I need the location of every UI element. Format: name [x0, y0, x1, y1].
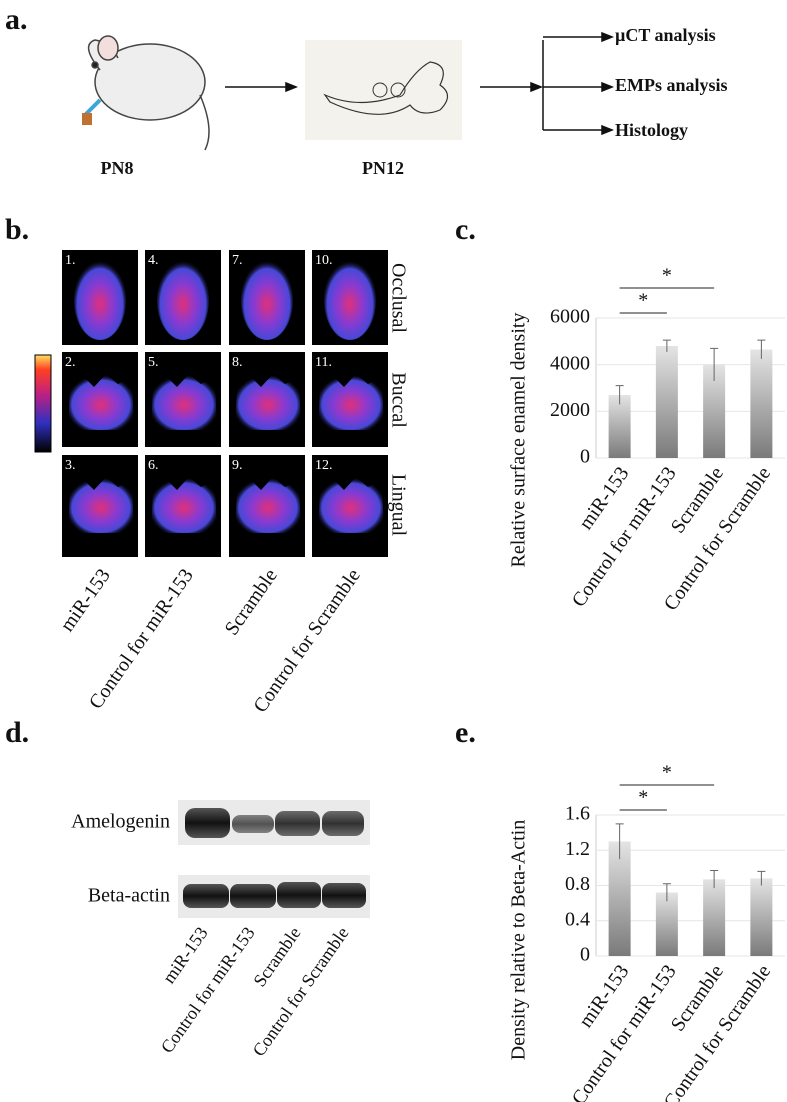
error-bar [615, 823, 624, 860]
stage-label: PN12 [362, 158, 404, 178]
tooth-scan [235, 374, 301, 430]
error-bar [757, 339, 766, 359]
y-tick-label: 6000 [550, 306, 590, 328]
panel-label: d. [5, 716, 29, 749]
image-number: 3. [65, 458, 76, 473]
bar [703, 364, 726, 458]
image-number: 10. [315, 253, 333, 268]
bar [608, 841, 631, 956]
tooth-sketch [305, 40, 462, 140]
tooth-scan [151, 374, 217, 430]
tooth-scan [318, 374, 384, 430]
image-number: 7. [232, 253, 243, 268]
protein-label: Beta-actin [88, 885, 170, 907]
panel-label: c. [455, 213, 476, 246]
analysis-label: Histology [615, 120, 688, 140]
tooth-scan [324, 260, 376, 340]
image-number: 11. [315, 355, 332, 370]
bar [750, 878, 773, 956]
arrow [225, 31, 615, 136]
error-bar [615, 385, 624, 405]
mouse-drawing [82, 35, 210, 151]
color-scale [34, 354, 52, 453]
error-bar [662, 883, 671, 902]
image-number: 4. [148, 253, 159, 268]
bar [703, 879, 726, 956]
analysis-label: EMPs analysis [615, 75, 728, 95]
view-label: Buccal [387, 372, 409, 428]
bar [608, 395, 631, 458]
y-tick-label: 2000 [550, 399, 590, 421]
y-tick-label: 0 [580, 446, 590, 468]
bar [655, 892, 678, 956]
image-number: 2. [65, 355, 76, 370]
y-tick-label: 1.6 [565, 803, 590, 825]
group-label: Scramble [221, 565, 282, 640]
image-number: 12. [315, 458, 333, 473]
panel-label: e. [455, 716, 476, 749]
tooth-scan [241, 260, 293, 340]
tooth-scan [74, 260, 126, 340]
lane-label: Control for miR-153 [157, 923, 259, 1057]
view-label: Occlusal [387, 263, 409, 333]
tooth-scan [318, 477, 384, 533]
significance-label: * [662, 265, 672, 287]
image-number: 8. [232, 355, 243, 370]
stage-label: PN8 [101, 158, 134, 178]
y-tick-label: 0.4 [565, 908, 590, 930]
error-bar [710, 347, 719, 381]
tooth-scan [68, 374, 134, 430]
image-number: 6. [148, 458, 159, 473]
tooth-scan [151, 477, 217, 533]
lane-label: Control for Scramble [249, 923, 353, 1060]
y-tick-label: 0 [580, 944, 590, 966]
view-label: Lingual [387, 474, 409, 537]
bar [655, 346, 678, 458]
tooth-scan [68, 477, 134, 533]
y-axis-label: Density relative to Beta-Actin [508, 820, 530, 1060]
protein-label: Amelogenin [71, 811, 170, 833]
image-number: 1. [65, 253, 76, 268]
image-number: 9. [232, 458, 243, 473]
panel-label: b. [5, 213, 29, 246]
significance-label: * [662, 762, 672, 784]
analysis-label: µCT analysis [615, 25, 716, 45]
tooth-scan [157, 260, 209, 340]
image-number: 5. [148, 355, 159, 370]
panel-label: a. [5, 3, 28, 36]
y-tick-label: 4000 [550, 352, 590, 374]
western-blot [178, 800, 370, 918]
bar [750, 349, 773, 458]
error-bar [662, 339, 671, 352]
tooth-scan [235, 477, 301, 533]
y-tick-label: 0.8 [565, 873, 590, 895]
y-tick-label: 1.2 [565, 838, 590, 860]
error-bar [757, 870, 766, 886]
significance-label: * [638, 290, 648, 312]
error-bar [710, 870, 719, 889]
significance-label: * [638, 787, 648, 809]
y-axis-label: Relative surface enamel density [508, 313, 530, 568]
group-label: miR-153 [56, 565, 115, 636]
